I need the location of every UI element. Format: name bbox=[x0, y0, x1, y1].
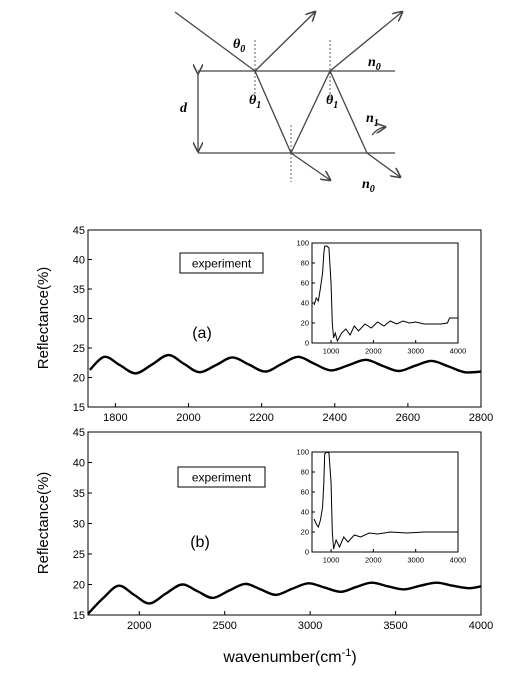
x-tick-label: 2500 bbox=[212, 620, 236, 632]
symbol: n bbox=[362, 177, 370, 192]
x-tick-label: 4000 bbox=[450, 556, 467, 565]
y-tick-label: 40 bbox=[301, 508, 309, 517]
y-tick-label: 100 bbox=[296, 448, 309, 457]
subscript: 0 bbox=[376, 62, 381, 73]
y-tick-label: 0 bbox=[305, 339, 309, 348]
x-tick-label: 4000 bbox=[469, 620, 493, 632]
x-tick-label: 3000 bbox=[407, 347, 424, 356]
annotation: experiment bbox=[192, 471, 252, 485]
y-tick-label: 100 bbox=[296, 239, 309, 248]
x-tick-label: 2600 bbox=[396, 412, 420, 424]
diagram: d θ0 θ1 θ1 n0 n1 n0 bbox=[174, 12, 402, 195]
x-tick-label: 1800 bbox=[103, 412, 127, 424]
x-tick-label: 3000 bbox=[298, 620, 322, 632]
x-tick-label: 2200 bbox=[249, 412, 273, 424]
subscript: 1 bbox=[374, 118, 379, 129]
symbol: n bbox=[366, 111, 374, 126]
d-label: d bbox=[180, 101, 188, 116]
y-tick-label: 20 bbox=[301, 319, 309, 328]
y-tick-label: 40 bbox=[73, 457, 85, 469]
inset-chart: 1000 2000 3000 4000 0 20 40 60 80 100 bbox=[296, 239, 466, 356]
y-tick-label: 40 bbox=[73, 254, 85, 266]
n-label: n0 bbox=[362, 177, 375, 195]
y-tick-label: 40 bbox=[301, 299, 309, 308]
symbol: n bbox=[368, 55, 376, 70]
x-axis-label-main: wavenumber(cm bbox=[222, 649, 341, 666]
annotation-box bbox=[179, 252, 264, 274]
y-tick-label: 0 bbox=[305, 548, 309, 557]
y-tick-label: 35 bbox=[73, 284, 85, 296]
y-tick-label: 25 bbox=[73, 343, 85, 355]
y-tick-label: 30 bbox=[73, 518, 85, 530]
y-tick-label: 25 bbox=[73, 549, 85, 561]
y-tick-label: 45 bbox=[73, 225, 85, 237]
y-tick-label: 80 bbox=[301, 259, 309, 268]
y-tick-label: 35 bbox=[73, 488, 85, 500]
n-label: n0 bbox=[368, 55, 381, 73]
subscript: 1 bbox=[256, 100, 261, 111]
x-tick-label: 1000 bbox=[323, 556, 340, 565]
x-tick-label: 2000 bbox=[365, 347, 382, 356]
symbol: θ bbox=[326, 93, 334, 108]
x-tick-label: 2000 bbox=[176, 412, 200, 424]
y-tick-label: 20 bbox=[73, 579, 85, 591]
y-tick-label: 60 bbox=[301, 488, 309, 497]
data-line bbox=[313, 245, 458, 343]
theta-label: θ1 bbox=[249, 93, 261, 111]
theta-label: θ0 bbox=[233, 37, 245, 55]
symbol: θ bbox=[249, 93, 257, 108]
y-axis-label: Reflectance(%) bbox=[35, 267, 52, 370]
y-tick-label: 45 bbox=[73, 427, 85, 439]
data-line bbox=[88, 353, 482, 375]
x-tick-label: 2800 bbox=[469, 412, 493, 424]
x-axis-label-sup: -1 bbox=[342, 647, 352, 659]
subscript: 0 bbox=[240, 44, 245, 55]
y-tick-label: 60 bbox=[301, 279, 309, 288]
x-tick-label: 4000 bbox=[450, 347, 467, 356]
subscript: 0 bbox=[370, 184, 375, 195]
y-axis-label: Reflectance(%) bbox=[35, 472, 52, 575]
data-line bbox=[313, 451, 458, 550]
y-tick-label: 20 bbox=[73, 372, 85, 384]
subscript: 1 bbox=[333, 100, 338, 111]
x-tick-label: 3000 bbox=[407, 556, 424, 565]
y-tick-label: 15 bbox=[73, 610, 85, 622]
x-tick-label: 2000 bbox=[127, 620, 151, 632]
y-tick-label: 15 bbox=[73, 402, 85, 414]
n-label: n1 bbox=[366, 111, 379, 129]
x-axis-label: wavenumber(cm-1) bbox=[222, 647, 356, 666]
x-tick-label: 1000 bbox=[323, 347, 340, 356]
x-tick-label: 2000 bbox=[365, 556, 382, 565]
symbol: θ bbox=[233, 37, 241, 52]
y-tick-label: 30 bbox=[73, 313, 85, 325]
theta-label: θ1 bbox=[326, 93, 338, 111]
x-axis-label-end: ) bbox=[351, 649, 356, 666]
x-tick-label: 3500 bbox=[383, 620, 407, 632]
panel-label: (a) bbox=[192, 325, 212, 342]
panel-label: (b) bbox=[190, 534, 210, 551]
plot-frame bbox=[311, 242, 459, 344]
annotation-box bbox=[177, 466, 266, 488]
x-tick-label: 2400 bbox=[323, 412, 347, 424]
plot-frame bbox=[311, 451, 459, 553]
inset-chart: 1000 2000 3000 4000 0 20 40 60 80 100 bbox=[296, 448, 466, 565]
data-line bbox=[87, 581, 482, 615]
y-tick-label: 20 bbox=[301, 528, 309, 537]
annotation: experiment bbox=[192, 257, 252, 271]
y-tick-label: 80 bbox=[301, 468, 309, 477]
